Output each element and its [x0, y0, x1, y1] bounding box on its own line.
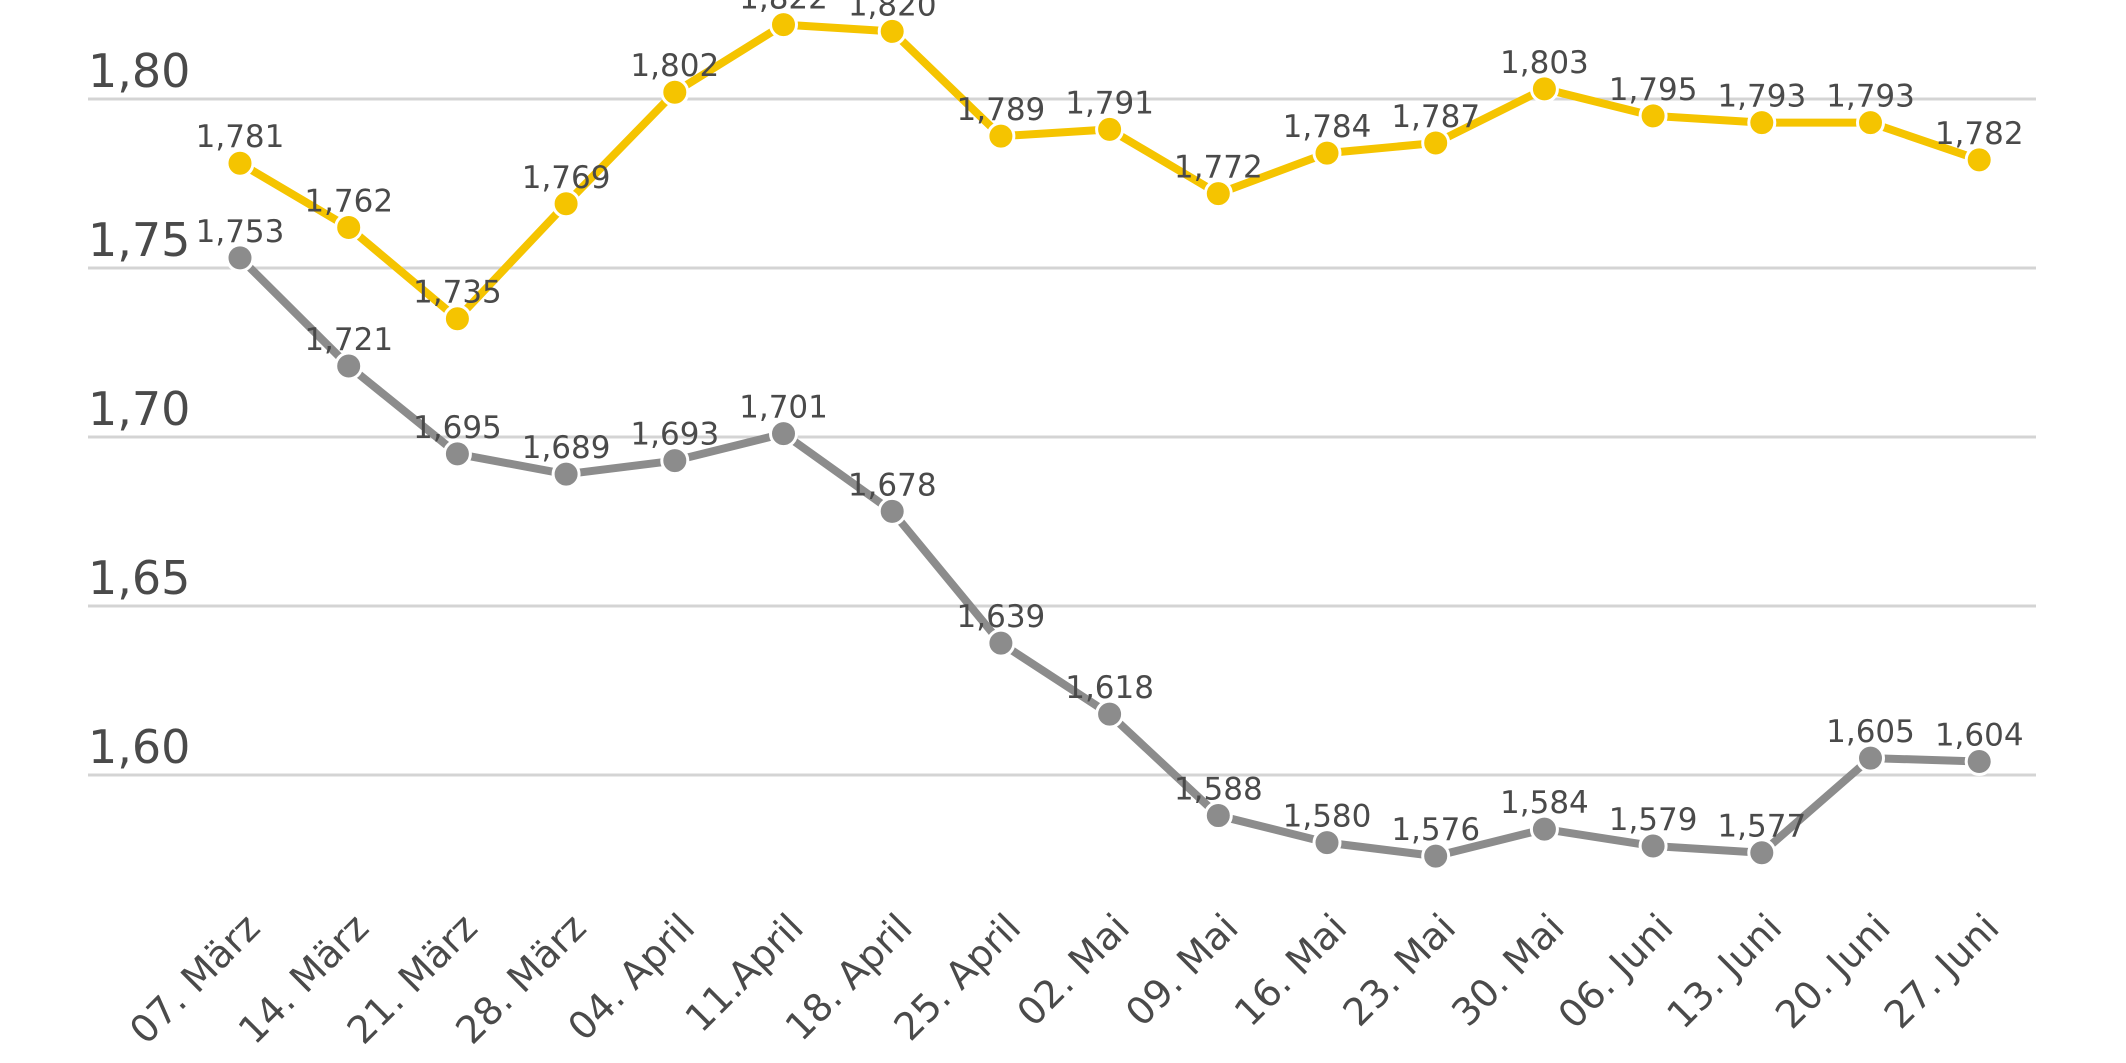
series-yellow-data-label: 1,782 — [1935, 116, 2024, 152]
series-yellow-data-label: 1,769 — [522, 160, 611, 196]
series-yellow-data-label: 1,802 — [630, 48, 719, 84]
series-gray-data-label: 1,678 — [848, 467, 937, 503]
series-gray-point — [877, 496, 907, 526]
series-yellow — [225, 10, 1994, 334]
y-tick-label: 1,80 — [88, 44, 190, 98]
series-yellow-data-label: 1,795 — [1609, 72, 1698, 108]
series-yellow-point — [334, 212, 364, 242]
series-yellow-point — [1421, 128, 1451, 158]
x-tick-label: 06. Juni — [1550, 905, 1682, 1037]
series-yellow-data-label: 1,787 — [1391, 99, 1480, 135]
gridlines — [88, 97, 2036, 777]
series-gray-data-label: 1,618 — [1065, 670, 1154, 706]
series-yellow-data-label: 1,781 — [196, 119, 285, 155]
series-gray-point — [1203, 801, 1233, 831]
series-yellow-data-label: 1,803 — [1500, 45, 1589, 81]
series-yellow-point — [1964, 145, 1994, 175]
series-gray-point — [551, 459, 581, 489]
series-yellow-data-label: 1,784 — [1283, 109, 1372, 145]
series-gray-point — [225, 243, 255, 273]
series-yellow-point — [986, 121, 1016, 151]
series-gray — [225, 243, 1994, 871]
series-yellow-point — [1203, 179, 1233, 209]
x-tick-label: 27. Juni — [1876, 905, 2008, 1037]
series-gray-data-label: 1,721 — [304, 322, 393, 358]
series-gray-point — [334, 351, 364, 381]
series-gray-data-label: 1,605 — [1826, 714, 1915, 750]
series-yellow-point — [551, 189, 581, 219]
series-gray-point — [1964, 746, 1994, 776]
series-yellow-point — [660, 77, 690, 107]
series-gray-data-label: 1,695 — [413, 410, 502, 446]
series-yellow-data-label: 1,735 — [413, 275, 502, 311]
series-yellow-point — [769, 10, 798, 40]
series-gray-data-label: 1,604 — [1935, 717, 2024, 753]
series-yellow-data-label: 1,772 — [1174, 150, 1263, 186]
series-yellow-data-label: 1,820 — [848, 0, 937, 23]
series-yellow-data-label: 1,762 — [304, 183, 393, 219]
series-gray-point — [1856, 743, 1885, 773]
series-gray-point — [769, 419, 798, 449]
series-gray-line — [236, 253, 1984, 861]
series-gray-point — [1529, 814, 1559, 844]
series-yellow-data-label: 1,789 — [957, 92, 1046, 128]
series-gray-data-label: 1,689 — [522, 430, 611, 466]
x-tick-label: 02. Mai — [1008, 905, 1138, 1035]
series-gray-point — [442, 439, 472, 469]
y-tick-label: 1,70 — [88, 382, 190, 436]
series-yellow-point — [1312, 138, 1342, 168]
series-gray-point — [1747, 838, 1777, 868]
series-gray-data-label: 1,584 — [1500, 785, 1589, 821]
series-yellow-point — [1638, 101, 1668, 131]
series-gray-point — [1421, 841, 1451, 871]
y-tick-label: 1,60 — [88, 720, 190, 774]
series-yellow-point — [877, 16, 907, 46]
series-gray-data-label: 1,576 — [1391, 812, 1480, 848]
series-gray-data-label: 1,753 — [196, 214, 285, 250]
x-tick-label: 16. Mai — [1226, 905, 1356, 1035]
series-gray-data-label: 1,693 — [630, 417, 719, 453]
series-yellow-point — [225, 148, 255, 178]
series-gray-point — [1312, 828, 1342, 858]
series-gray-data-label: 1,701 — [739, 390, 828, 426]
series-yellow-data-label: 1,793 — [1826, 79, 1915, 115]
series-yellow-data-label: 1,822 — [739, 0, 828, 17]
series-yellow-point — [1856, 108, 1885, 138]
y-tick-label: 1,65 — [88, 551, 190, 605]
series-gray-data-label: 1,588 — [1174, 772, 1263, 808]
series-yellow-data-label: 1,793 — [1717, 79, 1806, 115]
x-tick-label: 09. Mai — [1117, 905, 1247, 1035]
data-labels: 1,781 1,762 1,735 1,769 1,802 1,822 1,820 1,789… — [196, 0, 2024, 848]
series-yellow-point — [1095, 114, 1125, 144]
series-gray-point — [1638, 831, 1668, 861]
series-gray-data-label: 1,577 — [1717, 809, 1806, 845]
series-yellow-data-label: 1,791 — [1065, 85, 1154, 121]
series-yellow-point — [442, 304, 472, 334]
y-axis-ticks: 1,60 1,65 1,70 1,75 1,80 — [88, 44, 190, 774]
series-gray-data-label: 1,579 — [1609, 802, 1698, 838]
series-gray-point — [1095, 699, 1125, 729]
series-gray-data-label: 1,639 — [957, 599, 1046, 635]
series-gray-data-label: 1,580 — [1283, 799, 1372, 835]
x-tick-label: 30. Mai — [1443, 905, 1573, 1035]
series-yellow-point — [1529, 74, 1559, 104]
series-lines — [225, 10, 1994, 871]
series-gray-point — [660, 446, 690, 476]
series-yellow-point — [1747, 108, 1777, 138]
y-tick-label: 1,75 — [88, 213, 190, 267]
x-tick-label: 23. Mai — [1335, 905, 1465, 1035]
x-tick-label: 20. Juni — [1767, 905, 1899, 1037]
series-gray-point — [986, 628, 1016, 658]
x-tick-label: 13. Juni — [1658, 905, 1790, 1037]
